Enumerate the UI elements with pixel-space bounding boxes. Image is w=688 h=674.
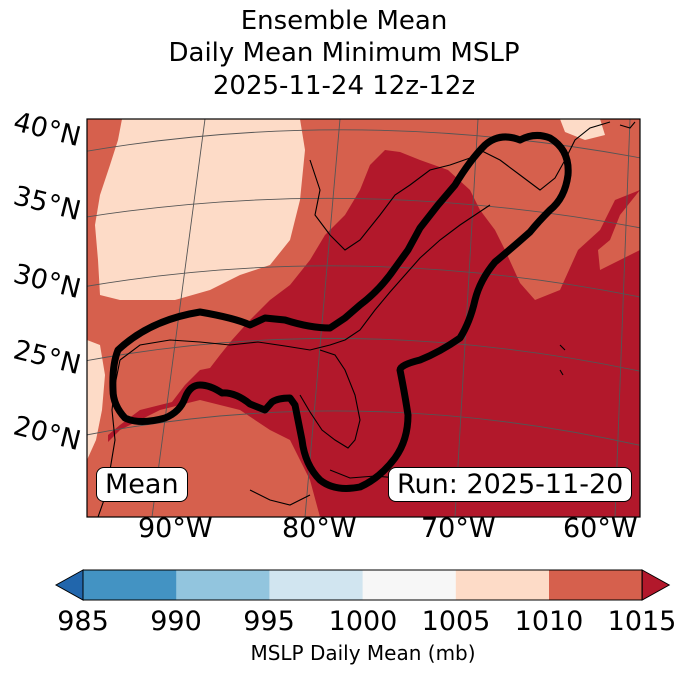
lon-label-70w: 70°W [421,513,496,544]
ensemble-contour-outline [109,131,572,492]
colorbar-cell [549,570,643,600]
colorbar-tick-1015: 1015 [607,606,677,637]
colorbar-tick-990: 990 [150,606,202,637]
chart-title-line3: 2025-11-24 12z-12z [212,71,476,101]
lon-label-80w: 80°W [282,513,357,544]
chart-title-line1: Ensemble Mean [240,6,448,36]
colorbar-label: MSLP Daily Mean (mb) [250,641,476,665]
mslp-field-low-top [560,119,605,140]
colorbar-extend-high [641,569,671,601]
run-date-box: Run: 2025-11-20 [388,467,633,502]
colorbar-frame [82,569,643,601]
colorbar-tick-985: 985 [57,606,109,637]
lon-label-60w: 60°W [563,513,638,544]
colorbar-extend-low [54,569,84,601]
colorbar-tick-995: 995 [243,606,295,637]
coastlines [97,121,636,517]
colorbar-cell [269,570,364,600]
colorbar-cell [83,570,177,600]
mean-label-box: Mean [96,467,188,502]
colorbar-cell [362,570,457,600]
mslp-field-low-west [87,340,105,460]
colorbar-tick-1005: 1005 [421,606,491,637]
colorbar-cell [176,570,270,600]
chart-title-line2: Daily Mean Minimum MSLP [168,38,520,68]
colorbar-tick-1010: 1010 [514,606,584,637]
graticule [87,119,640,517]
map-frame [86,118,641,518]
lon-label-90w: 90°W [138,513,213,544]
colorbar-tick-1000: 1000 [328,606,398,637]
mslp-field-low [95,119,305,300]
mslp-field-medium-east [598,190,640,270]
colorbar-cell [455,570,550,600]
